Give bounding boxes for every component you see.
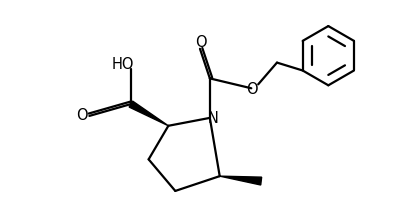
Text: N: N xyxy=(207,111,218,126)
Polygon shape xyxy=(220,176,261,185)
Text: O: O xyxy=(76,108,87,123)
Text: O: O xyxy=(246,82,258,97)
Text: HO: HO xyxy=(112,57,134,72)
Polygon shape xyxy=(129,101,168,126)
Text: O: O xyxy=(195,35,207,50)
